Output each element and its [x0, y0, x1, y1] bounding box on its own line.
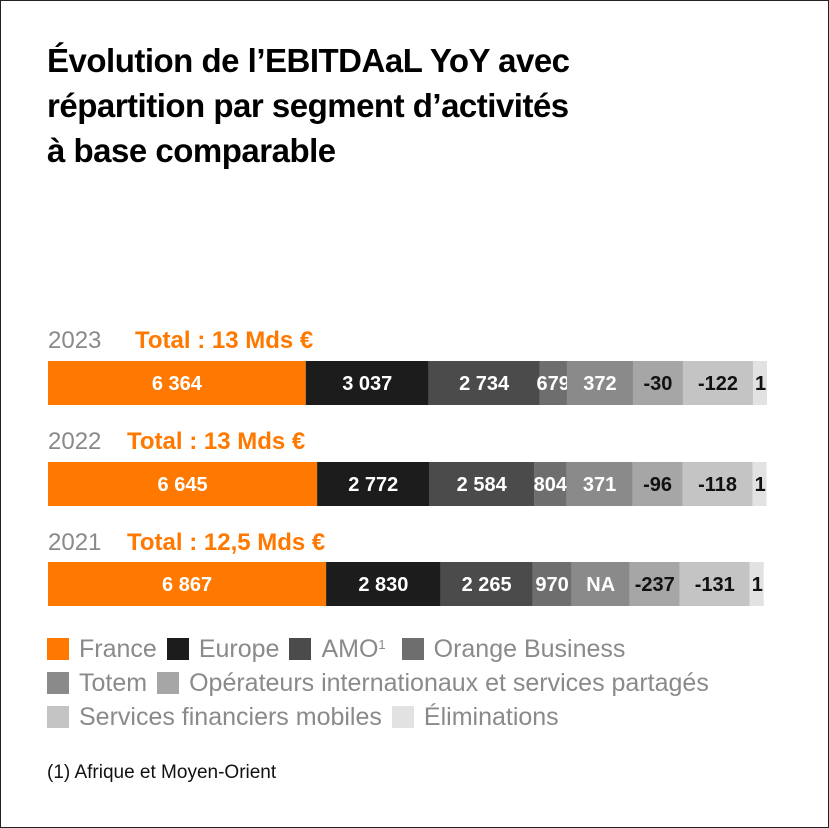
legend-label-totem: Totem	[79, 668, 148, 697]
legend-label-france: France	[79, 634, 157, 663]
title-line-2: répartition par segment d’activités	[47, 87, 569, 124]
bar-2021-europe	[326, 562, 441, 606]
legend-label-operateurs: Opérateurs internationaux et services pa…	[189, 668, 709, 697]
data-label-2023-europe: 3 037	[342, 373, 392, 395]
title-line-1: Évolution de l’EBITDAaL YoY avec	[47, 42, 570, 79]
bar-2022-europe	[317, 462, 430, 506]
total-label-2022: Total : 13 Mds €	[127, 428, 305, 455]
bar-2022-france	[48, 462, 318, 506]
data-label-2022-europe: 2 772	[348, 474, 398, 496]
data-label-2021-france: 6 867	[162, 574, 212, 596]
footnote: (1) Afrique et Moyen-Orient	[47, 762, 277, 783]
total-label-2021: Total : 12,5 Mds €	[127, 529, 325, 556]
bar-2023-france	[48, 361, 306, 405]
bar-2023-eliminations	[752, 361, 767, 405]
data-label-2023-eliminations: 1	[755, 373, 766, 395]
bar-2022-services-financiers-mobiles	[682, 462, 753, 506]
legend-label-orange-business: Orange Business	[433, 634, 626, 663]
bar-2021-france	[48, 562, 327, 606]
bar-2021-eliminations	[749, 562, 764, 606]
legend-label-europe: Europe	[198, 634, 280, 663]
data-label-2022-amo: 2 584	[457, 474, 508, 496]
data-label-2021-eliminations: 1	[752, 574, 763, 596]
year-label-2021: 2021	[48, 529, 101, 556]
data-label-2022-orange-business: 804	[534, 474, 568, 496]
bar-2021-amo	[440, 562, 533, 606]
bar-2022-amo	[429, 462, 535, 506]
legend-row-2: Totem Opérateurs internationaux et servi…	[47, 666, 807, 700]
year-label-2022: 2022	[48, 428, 101, 455]
bar-2023-orange-business	[539, 361, 567, 405]
data-label-2021-europe: 2 830	[358, 574, 408, 596]
bar-2021-operateurs-internationaux-et-services-partages	[629, 562, 680, 606]
legend-item-europe: Europe	[166, 634, 280, 664]
legend-item-operateurs: Opérateurs internationaux et services pa…	[157, 669, 709, 698]
bar-2021-services-financiers-mobiles	[679, 562, 750, 606]
data-label-2021-totem: NA	[586, 574, 615, 596]
data-label-2021-operateurs-internationaux-et-services-partages: -237	[635, 574, 675, 596]
legend-swatch-operateurs	[157, 672, 180, 694]
bar-2022-totem	[566, 462, 633, 506]
data-label-2023-services-financiers-mobiles: -122	[698, 373, 738, 395]
legend-label-amo: AMO	[321, 634, 379, 663]
data-label-2022-eliminations: 1	[755, 474, 766, 496]
data-label-2021-services-financiers-mobiles: -131	[695, 574, 735, 596]
bar-2023-europe	[305, 361, 429, 405]
legend-item-eliminations: Éliminations	[391, 702, 559, 732]
data-label-2021-amo: 2 265	[462, 574, 512, 596]
legend-label-sfm: Services financiers mobiles	[79, 702, 382, 731]
legend-row-1: France Europe AMO 1 Orange Business	[47, 632, 807, 666]
year-label-2023: 2023	[48, 327, 101, 354]
bar-2023-amo	[428, 361, 540, 405]
legend-footnote-mark: 1	[378, 636, 386, 652]
bar-2022-orange-business	[534, 462, 567, 506]
data-label-2023-operateurs-internationaux-et-services-partages: -30	[644, 373, 673, 395]
data-label-2023-france: 6 364	[152, 373, 203, 395]
legend-swatch-amo	[289, 638, 312, 660]
data-label-2023-orange-business: 679	[537, 373, 570, 395]
data-label-2023-totem: 372	[583, 373, 616, 395]
legend-label-eliminations: Éliminations	[423, 702, 559, 731]
legend-swatch-sfm	[47, 706, 69, 728]
total-label-2023: Total : 13 Mds €	[135, 327, 313, 354]
legend-swatch-europe	[166, 638, 189, 660]
legend-swatch-eliminations	[391, 706, 414, 728]
legend: France Europe AMO 1 Orange Business Totem…	[47, 632, 807, 734]
bar-2023-operateurs-internationaux-et-services-partages	[632, 361, 683, 405]
data-label-2022-france: 6 645	[158, 474, 208, 496]
legend-row-3: Services financiers mobiles Éliminations	[47, 700, 807, 734]
data-label-2022-totem: 371	[583, 474, 616, 496]
legend-swatch-orange-business	[401, 638, 424, 660]
data-label-2022-services-financiers-mobiles: -118	[698, 474, 737, 496]
legend-swatch-totem	[47, 672, 69, 694]
bar-2021-orange-business	[532, 562, 572, 606]
chart-title: Évolution de l’EBITDAaL YoY avec réparti…	[47, 38, 787, 173]
data-label-2022-operateurs-internationaux-et-services-partages: -96	[643, 474, 672, 496]
legend-item-totem: Totem	[47, 669, 147, 698]
bar-2023-totem	[566, 361, 633, 405]
data-label-2021-orange-business: 970	[535, 574, 568, 596]
bar-2022-eliminations	[752, 462, 767, 506]
data-label-2023-amo: 2 734	[459, 373, 510, 395]
bar-2022-operateurs-internationaux-et-services-partages	[632, 462, 683, 506]
legend-swatch-france	[47, 638, 69, 660]
legend-item-amo: AMO 1	[289, 634, 386, 664]
legend-item-sfm: Services financiers mobiles	[47, 703, 382, 732]
bar-2023-services-financiers-mobiles	[682, 361, 753, 405]
legend-item-orange-business: Orange Business	[401, 634, 626, 664]
bar-2021-totem	[571, 562, 630, 606]
legend-item-france: France	[47, 635, 157, 664]
title-line-3: à base comparable	[47, 132, 336, 169]
